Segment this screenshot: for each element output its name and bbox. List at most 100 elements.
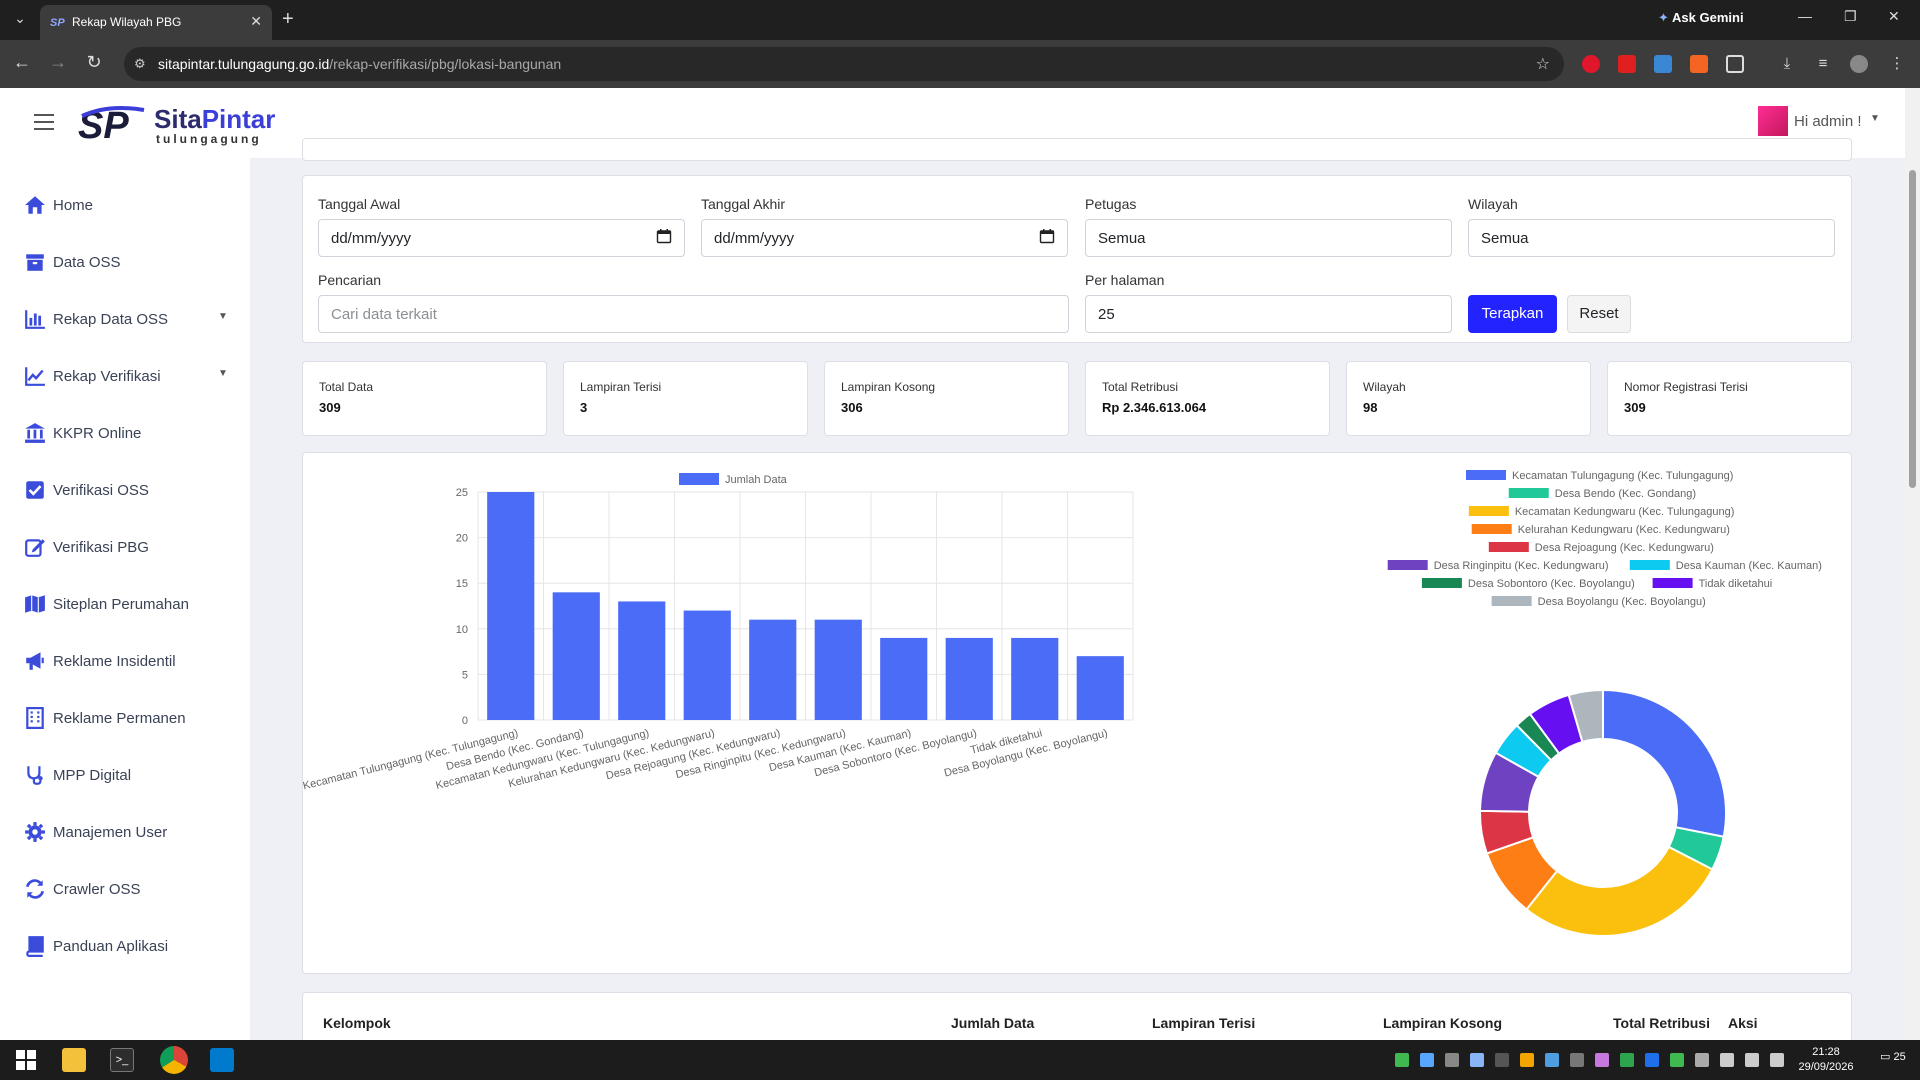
donut-slice[interactable] <box>1525 845 1714 937</box>
bar[interactable] <box>749 619 797 720</box>
tray-app-icon[interactable] <box>1420 1053 1434 1067</box>
tray-app-icon[interactable] <box>1470 1053 1484 1067</box>
tray-app-icon[interactable] <box>1545 1053 1559 1067</box>
sidebar-item-siteplan-perumahan[interactable]: Siteplan Perumahan <box>0 585 250 625</box>
sidebar-item-data-oss[interactable]: Data OSS <box>0 243 250 283</box>
wilayah-select[interactable]: Semua <box>1468 219 1835 257</box>
bar[interactable] <box>880 637 928 720</box>
sidebar-item-verifikasi-oss[interactable]: Verifikasi OSS <box>0 471 250 511</box>
sidebar-item-verifikasi-pbg[interactable]: Verifikasi PBG <box>0 528 250 568</box>
windows-start-icon[interactable] <box>14 1048 38 1072</box>
sidebar-item-reklame-insidentil[interactable]: Reklame Insidentil <box>0 642 250 682</box>
search-input[interactable]: Cari data terkait <box>318 295 1069 333</box>
sidebar-item-rekap-verifikasi[interactable]: Rekap Verifikasi ▼ <box>0 357 250 397</box>
legend-swatch[interactable] <box>1471 524 1512 534</box>
donut-slice[interactable] <box>1602 688 1727 838</box>
legend-swatch[interactable] <box>1652 578 1693 588</box>
tray-app-icon[interactable] <box>1570 1053 1584 1067</box>
donut-slice[interactable] <box>1567 688 1604 744</box>
legend-swatch[interactable] <box>1421 578 1462 588</box>
tab-close-icon[interactable]: ✕ <box>250 13 262 29</box>
url-path: /rekap-verifikasi/pbg/lokasi-bangunan <box>329 56 562 72</box>
per-halaman-input[interactable]: 25 <box>1085 295 1452 333</box>
tray-app-icon[interactable] <box>1695 1053 1709 1067</box>
network-icon[interactable] <box>1720 1053 1734 1067</box>
browser-tab[interactable]: SP Rekap Wilayah PBG ✕ <box>40 5 272 40</box>
vscode-icon[interactable] <box>210 1048 234 1072</box>
bar[interactable] <box>1076 656 1124 720</box>
page-scrollbar[interactable] <box>1905 88 1920 1040</box>
close-window-icon[interactable]: ✕ <box>1888 8 1900 24</box>
tanggal-akhir-input[interactable]: dd/mm/yyyy <box>701 219 1068 257</box>
tray-app-icon[interactable] <box>1595 1053 1609 1067</box>
profile-avatar-icon[interactable] <box>1850 55 1868 73</box>
minimize-icon[interactable]: — <box>1798 8 1812 24</box>
volume-icon[interactable] <box>1745 1053 1759 1067</box>
bar[interactable] <box>1011 637 1059 720</box>
sidebar-item-mpp-digital[interactable]: MPP Digital <box>0 756 250 796</box>
calendar-icon[interactable] <box>1039 228 1055 244</box>
tray-app-icon[interactable] <box>1445 1053 1459 1067</box>
legend-swatch[interactable] <box>1629 560 1670 570</box>
calendar-icon[interactable] <box>656 228 672 244</box>
bookmark-star-icon[interactable]: ☆ <box>1535 56 1550 73</box>
petugas-select[interactable]: Semua <box>1085 219 1452 257</box>
tray-app-icon[interactable] <box>1670 1053 1684 1067</box>
ask-gemini-button[interactable]: ✦ Ask Gemini <box>1658 10 1744 26</box>
bar[interactable] <box>552 592 600 720</box>
tray-app-icon[interactable] <box>1520 1053 1534 1067</box>
bar[interactable] <box>945 637 993 720</box>
terminal-icon[interactable]: >_ <box>110 1048 134 1072</box>
url-text[interactable]: sitapintar.tulungagung.go.id/rekap-verif… <box>158 56 561 72</box>
bar[interactable] <box>487 492 535 720</box>
legend-swatch[interactable] <box>1466 470 1506 480</box>
bluetooth-icon[interactable] <box>1645 1053 1659 1067</box>
tab-search-chevron-icon[interactable]: ⌄ <box>14 10 26 26</box>
scrollbar-thumb[interactable] <box>1909 170 1916 488</box>
chrome-icon[interactable] <box>160 1046 188 1074</box>
extension-orange-icon[interactable] <box>1690 55 1708 73</box>
legend-swatch[interactable] <box>1508 488 1549 498</box>
bar[interactable] <box>683 610 731 720</box>
hamburger-menu-icon[interactable] <box>34 114 54 130</box>
taskbar-clock[interactable]: 21:28 29/09/2026 <box>1796 1045 1856 1075</box>
sidebar-item-crawler-oss[interactable]: Crawler OSS <box>0 870 250 910</box>
bar[interactable] <box>814 619 862 720</box>
site-info-icon[interactable]: ⚙ <box>134 56 146 71</box>
notification-center[interactable]: ▭ 25 <box>1880 1050 1906 1063</box>
sidebar-item-panduan-aplikasi[interactable]: Panduan Aplikasi <box>0 927 250 967</box>
tray-app-icon[interactable] <box>1620 1053 1634 1067</box>
reading-list-icon[interactable]: ≡ <box>1818 55 1828 72</box>
extension-red-icon[interactable] <box>1582 55 1600 73</box>
tray-app-icon[interactable] <box>1395 1053 1409 1067</box>
tray-app-icon[interactable] <box>1495 1053 1509 1067</box>
browser-menu-icon[interactable]: ⋮ <box>1889 55 1905 72</box>
forward-arrow-icon[interactable]: → <box>49 52 67 72</box>
legend-swatch[interactable] <box>1468 506 1509 516</box>
battery-icon[interactable] <box>1770 1053 1784 1067</box>
sidebar-item-manajemen-user[interactable]: Manajemen User <box>0 813 250 853</box>
restore-icon[interactable]: ❐ <box>1844 8 1857 24</box>
back-arrow-icon[interactable]: ← <box>13 52 31 72</box>
new-tab-plus-icon[interactable]: + <box>282 8 294 30</box>
bar[interactable] <box>618 601 666 720</box>
sidebar-item-home[interactable]: Home <box>0 186 250 226</box>
sidebar-item-rekap-data-oss[interactable]: Rekap Data OSS ▼ <box>0 300 250 340</box>
file-explorer-icon[interactable] <box>62 1048 86 1072</box>
tanggal-awal-input[interactable]: dd/mm/yyyy <box>318 219 685 257</box>
sidebar-item-reklame-permanen[interactable]: Reklame Permanen <box>0 699 250 739</box>
legend-swatch[interactable] <box>1488 542 1529 552</box>
legend-swatch[interactable] <box>679 473 719 485</box>
address-bar[interactable]: ⚙ sitapintar.tulungagung.go.id/rekap-ver… <box>124 47 1564 81</box>
sidebar-item-kkpr-online[interactable]: KKPR Online <box>0 414 250 454</box>
sitapintar-logo[interactable]: SP SitaPintar tulungagung <box>78 102 288 147</box>
legend-swatch[interactable] <box>1387 560 1428 570</box>
extension-s-icon[interactable] <box>1654 55 1672 73</box>
terapkan-button[interactable]: Terapkan <box>1468 295 1557 333</box>
reload-icon[interactable]: ↻ <box>86 52 102 72</box>
extension-youtube-icon[interactable] <box>1618 55 1636 73</box>
downloads-icon[interactable]: ⤓ <box>1783 55 1791 72</box>
legend-swatch[interactable] <box>1491 596 1532 606</box>
reset-button[interactable]: Reset <box>1567 295 1631 333</box>
extensions-puzzle-icon[interactable] <box>1726 55 1744 73</box>
